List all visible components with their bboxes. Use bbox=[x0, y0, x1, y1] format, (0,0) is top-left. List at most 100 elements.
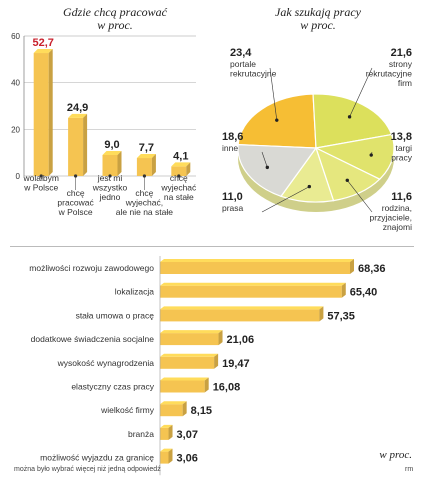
bar-value-label: 7,7 bbox=[139, 142, 154, 154]
bar-value-label: 57,35 bbox=[327, 310, 355, 322]
leader-dot bbox=[39, 174, 43, 178]
credit: rm bbox=[405, 466, 414, 473]
pie-slice-label-line: przyjaciele, bbox=[369, 213, 412, 223]
pie-leader-dot bbox=[347, 115, 352, 119]
pie-chart-title-text: Jak szukają pracy bbox=[275, 5, 361, 19]
unit-label: w proc. bbox=[379, 449, 412, 461]
category-label-line: chcę bbox=[67, 188, 85, 198]
bar bbox=[33, 53, 49, 176]
pie-value-label: 18,6 bbox=[222, 131, 243, 143]
y-tick-label: 0 bbox=[16, 172, 21, 181]
pie-chart-title: Jak szukają pracy w proc. bbox=[218, 6, 418, 32]
footnote: można było wybrać więcej niż jedną odpow… bbox=[14, 466, 161, 473]
pie-chart-subtitle: w proc. bbox=[300, 18, 336, 32]
category-label: chcę pracować w Polsce bbox=[57, 188, 94, 217]
bar-value-label: 24,9 bbox=[67, 102, 88, 114]
pie-leader-line bbox=[349, 67, 373, 117]
bar-side bbox=[151, 154, 156, 176]
bar-side bbox=[214, 353, 219, 369]
pie-slice-label-line: firm bbox=[398, 78, 412, 88]
bar-top bbox=[160, 282, 346, 286]
bar bbox=[160, 262, 350, 274]
bar-top bbox=[160, 401, 187, 405]
category-label: stała umowa o pracę bbox=[76, 310, 155, 320]
bar-top bbox=[160, 259, 354, 262]
pie-slice bbox=[312, 93, 393, 149]
pie-leader-line bbox=[269, 67, 278, 121]
category-label: dodatkowe świadczenia socjalne bbox=[31, 334, 155, 344]
category-label: wielkość firmy bbox=[100, 405, 155, 415]
pie-slice-label-line: targi bbox=[395, 143, 412, 153]
category-label: lokalizacja bbox=[115, 287, 154, 297]
bar bbox=[160, 333, 219, 346]
bar-chart-subtitle: w proc. bbox=[97, 18, 133, 32]
bar-side bbox=[117, 151, 122, 176]
bar-top bbox=[102, 151, 122, 155]
bar-top bbox=[171, 162, 191, 167]
pie-slice bbox=[314, 133, 395, 180]
category-label: możliwość wyjazdu za granicę bbox=[40, 453, 154, 463]
pie-value-label: 21,6 bbox=[391, 47, 412, 59]
y-tick-label: 20 bbox=[11, 125, 20, 134]
leader-dot bbox=[74, 174, 78, 178]
pie-value-label: 11,0 bbox=[222, 191, 243, 203]
bar-chart-title: Gdzie chcą pracować w proc. bbox=[20, 6, 210, 32]
bar-top bbox=[136, 154, 156, 159]
bar-top bbox=[160, 353, 219, 357]
pie-slice-label: prasa bbox=[222, 203, 244, 213]
bar bbox=[136, 158, 152, 176]
pie-slice-label-line: portale bbox=[230, 59, 256, 69]
pie-value-label: 11,6 bbox=[391, 191, 412, 203]
pie-leader-line bbox=[261, 151, 268, 168]
pie-slice-label: strony rekrutacyjne firm bbox=[366, 59, 413, 88]
category-label: chcę wyjechać, ale nie na stałe bbox=[116, 188, 173, 217]
pie-slice-label: portale rekrutacyjne bbox=[230, 59, 277, 79]
bar-top bbox=[160, 330, 223, 334]
category-label-line: na stałe bbox=[164, 192, 194, 202]
category-label: wolałbym w Polsce bbox=[22, 173, 58, 193]
bar-value-label: 52,7 bbox=[32, 37, 53, 49]
bar-chart-title-text: Gdzie chcą pracować bbox=[63, 5, 167, 19]
category-label-line: chcę bbox=[135, 188, 153, 198]
bar bbox=[160, 404, 183, 417]
pie-value-label: 13,8 bbox=[391, 131, 412, 143]
pie-slice-label-line: prasa bbox=[222, 203, 244, 213]
bar-value-label: 3,07 bbox=[177, 429, 198, 441]
pie-slice-label: targi pracy bbox=[391, 143, 413, 163]
bar-top bbox=[160, 448, 173, 452]
leader-dot bbox=[142, 174, 146, 178]
bar bbox=[160, 356, 215, 369]
category-label-line: jedno bbox=[99, 192, 121, 202]
category-label-line: wyjechać, bbox=[125, 198, 163, 208]
bar-side bbox=[350, 259, 354, 274]
bar-top bbox=[33, 49, 53, 54]
bar bbox=[160, 380, 205, 393]
y-tick-label: 60 bbox=[11, 32, 20, 41]
pie-slice-label-line: inne bbox=[222, 143, 238, 153]
bar-value-label: 68,36 bbox=[358, 263, 386, 275]
category-label-line: wyjechać bbox=[160, 183, 197, 193]
category-label-line: ale nie na stałe bbox=[116, 207, 173, 217]
bar-value-label: 3,06 bbox=[177, 453, 198, 465]
pie-leader-dot bbox=[307, 184, 312, 189]
bar bbox=[160, 451, 169, 464]
pie-slice bbox=[237, 143, 318, 197]
pie-value-label: 23,4 bbox=[230, 47, 252, 59]
bar-value-label: 19,47 bbox=[222, 358, 250, 370]
pie-slice-label-line: rekrutacyjne bbox=[366, 69, 413, 79]
category-label-line: jest mi bbox=[97, 173, 123, 183]
pie-leader-line bbox=[347, 180, 373, 213]
category-label: chcę wyjechać na stałe bbox=[160, 173, 197, 202]
bar bbox=[160, 285, 342, 298]
leader-dot bbox=[108, 174, 112, 178]
category-label-line: pracować bbox=[57, 198, 94, 208]
category-label: możliwości rozwoju zawodowego bbox=[29, 263, 154, 273]
pie-leader-dot bbox=[345, 178, 349, 182]
category-label-line: wszystko bbox=[92, 183, 128, 193]
pie-leader-dot bbox=[369, 153, 373, 157]
bar-side bbox=[204, 377, 209, 393]
bar-side bbox=[168, 424, 173, 440]
